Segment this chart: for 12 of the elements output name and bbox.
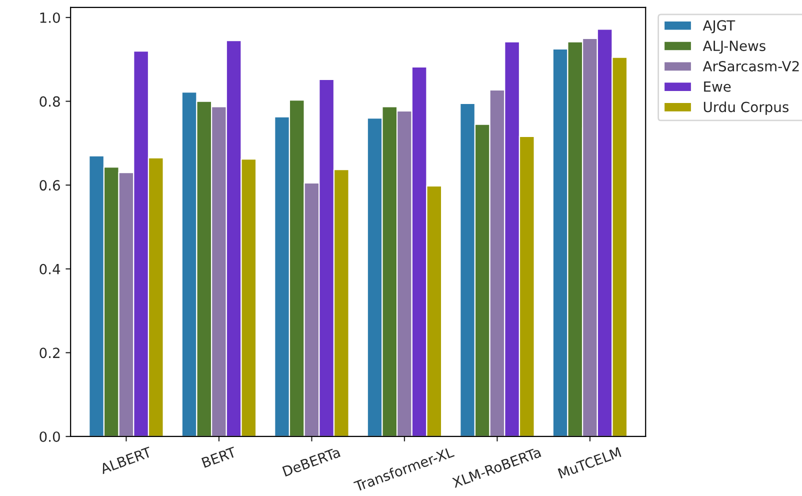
legend-label: Urdu Corpus [704, 101, 788, 115]
y-tick-label: 0.8 [40, 96, 60, 107]
y-tick-label: 0.6 [40, 180, 60, 191]
legend-label: ArSarcasm-V2 [702, 60, 799, 72]
legend-label: AJGT [702, 20, 736, 34]
y-tick-label: 0.0 [40, 431, 60, 442]
y-tick-label: 0.4 [40, 264, 60, 274]
legend-label: Ewe [704, 82, 731, 92]
x-tick-label: BERT [201, 446, 237, 468]
y-tick-label: 1.0 [40, 12, 60, 23]
y-tick-label: 0.2 [40, 348, 60, 358]
legend-label: ALJ-News [702, 40, 766, 54]
